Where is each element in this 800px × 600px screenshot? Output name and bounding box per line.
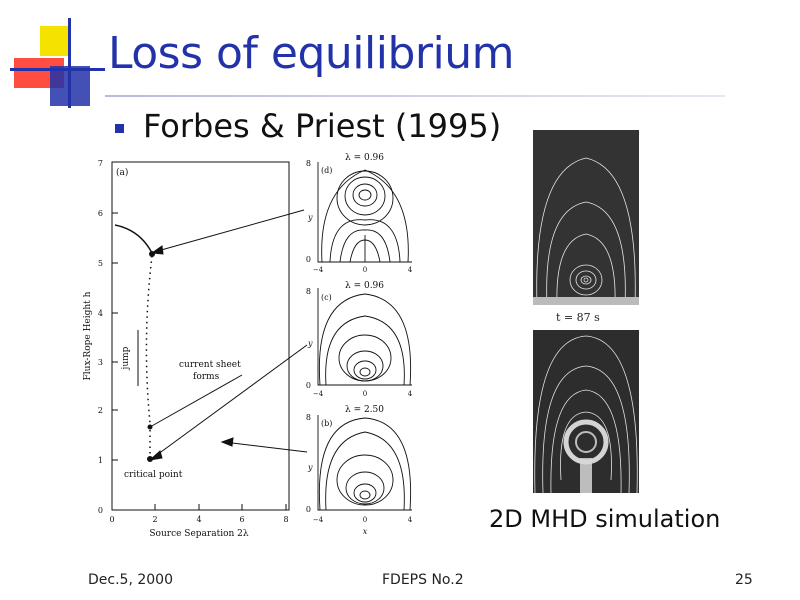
panel-d-bottom-tick: 0 [306, 255, 311, 264]
x-tick: 2 [152, 515, 157, 524]
simulation-caption: 2D MHD simulation [489, 505, 721, 533]
y-tick: 2 [98, 406, 103, 415]
footer-center: FDEPS No.2 [382, 572, 464, 588]
slide-logo-icon [10, 18, 105, 108]
panel-d-top-tick: 8 [306, 159, 311, 168]
y-tick: 7 [98, 159, 103, 168]
panel-b-bottom-tick: 0 [306, 505, 311, 514]
panel-b-x-label: x [363, 527, 368, 536]
panel-d-y-label: y [307, 213, 313, 222]
panel-c-label: (c) [321, 293, 332, 302]
simulation-image-bottom [533, 330, 639, 493]
panel-b-top-tick: 8 [306, 413, 311, 422]
slide-title: Loss of equilibrium [108, 28, 514, 79]
current-sheet-label: current sheet [179, 360, 241, 370]
slide-number: 25 [735, 572, 753, 588]
panel-c-top-tick: 8 [306, 287, 311, 296]
panel-c [317, 288, 412, 386]
panel-d-label: (d) [321, 166, 332, 175]
jump-label: jump [121, 346, 131, 370]
panel-d-lambda: λ = 0.96 [345, 153, 384, 163]
panel-a-label: (a) [116, 167, 128, 178]
panel-b-y-label: y [307, 463, 313, 472]
simulation-image-top [533, 130, 639, 305]
panel-d-x-tick: 0 [363, 266, 367, 274]
current-sheet-label-2: forms [193, 372, 220, 382]
y-tick: 5 [98, 259, 103, 268]
x-tick: 0 [109, 515, 114, 524]
y-tick: 4 [98, 309, 103, 318]
panel-b [317, 415, 412, 511]
panel-c-lambda: λ = 0.96 [345, 281, 384, 291]
bullet-icon [115, 124, 124, 133]
y-axis-label: Flux-Rope Height h [83, 291, 93, 380]
y-tick: 6 [98, 209, 103, 218]
panel-c-bottom-tick: 0 [306, 381, 311, 390]
footer-date: Dec.5, 2000 [88, 572, 173, 588]
bullet-text: Forbes & Priest (1995) [143, 107, 502, 145]
title-divider [105, 95, 725, 97]
simulation-time-label: t = 87 s [556, 311, 600, 324]
panel-b-label: (b) [321, 419, 332, 428]
y-tick: 3 [98, 358, 103, 367]
x-tick: 4 [196, 515, 201, 524]
panel-d-x-tick: 4 [408, 266, 413, 274]
panel-c-x-tick: 4 [408, 390, 413, 398]
panel-c-x-tick: 0 [363, 390, 367, 398]
x-tick: 6 [239, 515, 244, 524]
panel-c-x-tick: −4 [313, 390, 324, 398]
equilibrium-figure: (a) 0 1 2 3 4 5 6 7 0 2 4 6 8 Source Sep… [83, 153, 413, 539]
panel-a [111, 161, 308, 511]
y-tick: 0 [98, 506, 103, 515]
x-tick: 8 [283, 515, 288, 524]
panel-c-y-label: y [307, 339, 313, 348]
panel-b-x-tick: 0 [363, 516, 367, 524]
y-tick: 1 [98, 456, 103, 465]
panel-b-x-tick: −4 [313, 516, 324, 524]
panel-b-lambda: λ = 2.50 [345, 405, 384, 415]
critical-point-label: critical point [124, 470, 183, 480]
panel-d-x-tick: −4 [313, 266, 324, 274]
panel-b-x-tick: 4 [408, 516, 413, 524]
panel-d [317, 162, 412, 263]
x-axis-label: Source Separation 2λ [149, 529, 248, 539]
